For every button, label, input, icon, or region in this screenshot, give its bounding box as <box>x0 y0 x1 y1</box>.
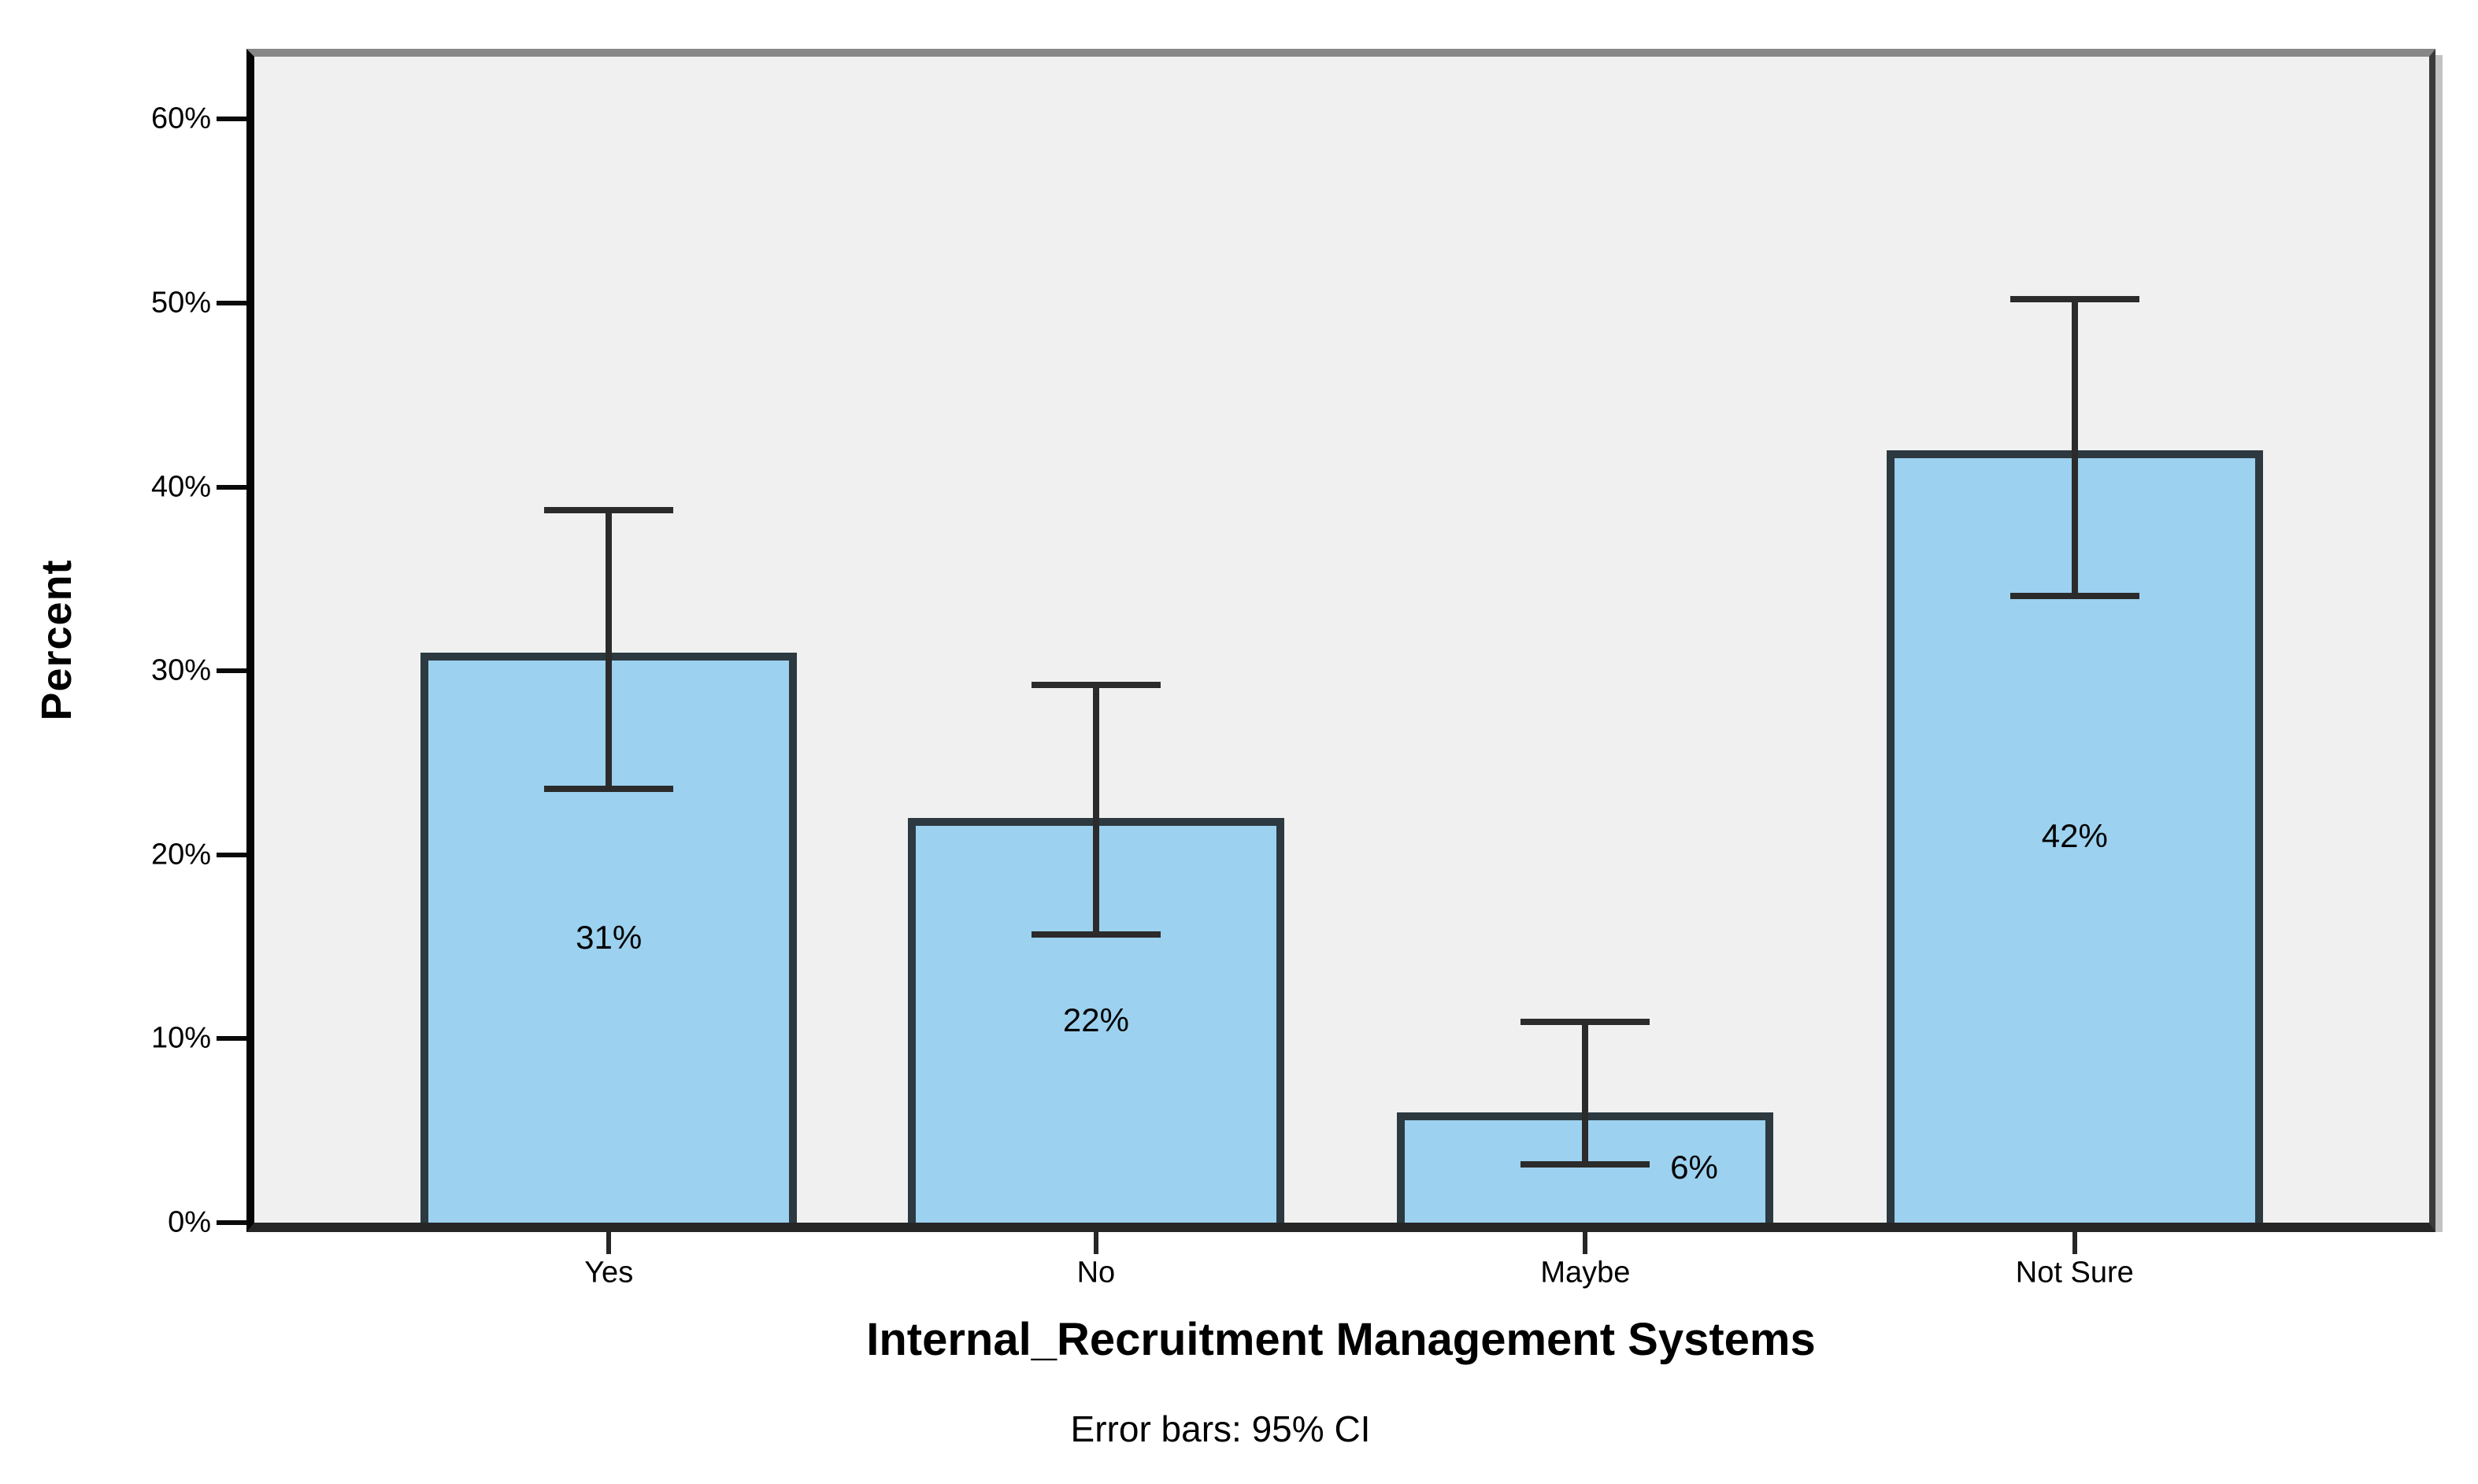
error-bars-footnote: Error bars: 95% CI <box>1070 1408 1371 1449</box>
plot-area: 0% 10% 20% 30% 40% 50% 60% Yes No Maybe Not Sure … <box>151 49 2435 1290</box>
y-tick-label-20: 20% <box>150 838 211 872</box>
y-tick-mark-30 <box>217 668 247 674</box>
x-tick-mark-not-sure <box>2072 1232 2077 1254</box>
error-bar-cap-bottom-no <box>1031 931 1161 938</box>
error-bar-line-yes <box>606 507 613 793</box>
bar-value-label-not-sure: 42% <box>2041 817 2108 855</box>
y-tick-label-60: 60% <box>150 102 211 135</box>
x-tick-mark-maybe <box>1583 1232 1588 1254</box>
error-bar-line-no <box>1092 682 1099 938</box>
y-axis-title: Percent <box>33 559 80 721</box>
x-tick-mark-no <box>1093 1232 1098 1254</box>
plot-right-shadow <box>2435 55 2443 1232</box>
y-tick-mark-40 <box>217 484 247 490</box>
y-tick-label-10: 10% <box>150 1021 211 1055</box>
x-axis-title: Internal_Recruitment Management Systems <box>866 1314 1816 1365</box>
y-tick-label-0: 0% <box>168 1205 211 1239</box>
error-bar-cap-bottom-yes <box>544 786 674 793</box>
bar-value-label-yes: 31% <box>576 918 643 956</box>
error-bar-cap-top-not-sure <box>2009 295 2139 302</box>
bar-value-label-maybe: 6% <box>1670 1148 1718 1186</box>
y-tick-label-30: 30% <box>150 653 211 687</box>
y-tick-mark-0 <box>217 1220 247 1225</box>
error-bar-cap-top-no <box>1031 682 1161 689</box>
y-tick-label-40: 40% <box>150 470 211 504</box>
error-bar-cap-top-maybe <box>1521 1018 1650 1025</box>
error-bar-line-maybe <box>1582 1018 1589 1168</box>
error-bar-cap-top-yes <box>544 507 674 514</box>
y-tick-mark-20 <box>217 852 247 857</box>
x-tick-label-maybe: Maybe <box>1540 1256 1631 1290</box>
x-tick-label-not-sure: Not Sure <box>2015 1256 2134 1290</box>
error-bar-line-not-sure <box>2071 295 2078 600</box>
y-tick-mark-10 <box>217 1036 247 1042</box>
x-tick-label-yes: Yes <box>584 1256 634 1290</box>
x-tick-label-no: No <box>1076 1256 1116 1290</box>
x-tick-mark-yes <box>606 1232 612 1254</box>
bar-value-label-no: 22% <box>1062 1001 1129 1039</box>
y-tick-mark-60 <box>217 117 247 122</box>
error-bar-cap-bottom-maybe <box>1521 1160 1650 1168</box>
error-bar-cap-bottom-not-sure <box>2009 593 2139 600</box>
y-tick-mark-50 <box>217 301 247 306</box>
y-tick-label-50: 50% <box>150 286 211 320</box>
